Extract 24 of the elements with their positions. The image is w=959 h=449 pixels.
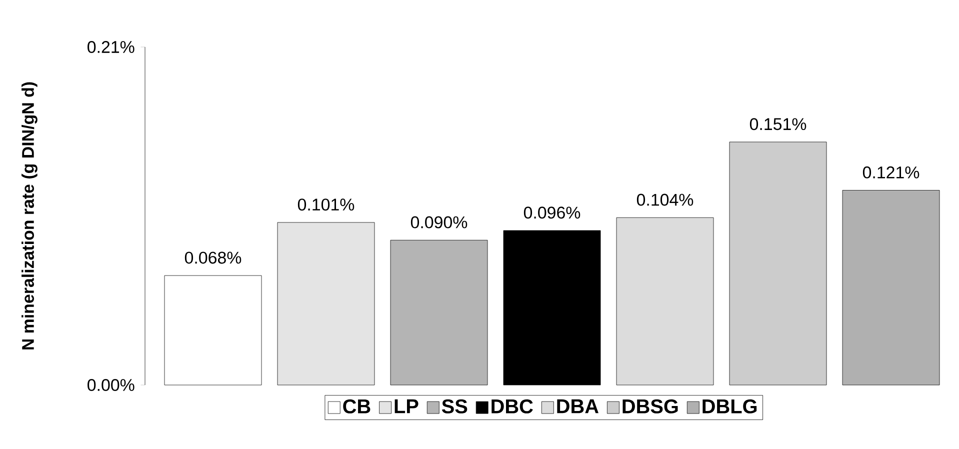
data-label: 0.151%: [750, 118, 806, 130]
data-label: 0.121%: [862, 166, 920, 178]
data-label: 0.104%: [636, 194, 694, 206]
data-label: 0.096%: [524, 206, 580, 219]
data-label: 0.101%: [298, 198, 354, 211]
y-axis-title: N mineralization rate (g DIN/gN d): [22, 82, 38, 350]
data-label: 0.068%: [184, 252, 242, 264]
bar: [277, 222, 375, 386]
y-tick-label: 0.21%: [88, 41, 134, 53]
legend-label: DBA: [557, 399, 598, 414]
bar: [616, 217, 714, 386]
legend-label: LP: [394, 399, 418, 414]
legend-label: CB: [343, 399, 370, 414]
legend-label: DBSG: [622, 399, 678, 414]
legend-label: SS: [442, 399, 468, 414]
bar: [164, 275, 262, 386]
bar: [842, 190, 940, 386]
y-tick-label: 0.00%: [88, 379, 134, 391]
bar: [503, 230, 601, 386]
bar: [390, 240, 488, 386]
legend-label: DBC: [492, 399, 533, 414]
data-label: 0.090%: [410, 216, 468, 228]
legend-label: DBLG: [702, 399, 757, 414]
bar: [729, 142, 827, 386]
